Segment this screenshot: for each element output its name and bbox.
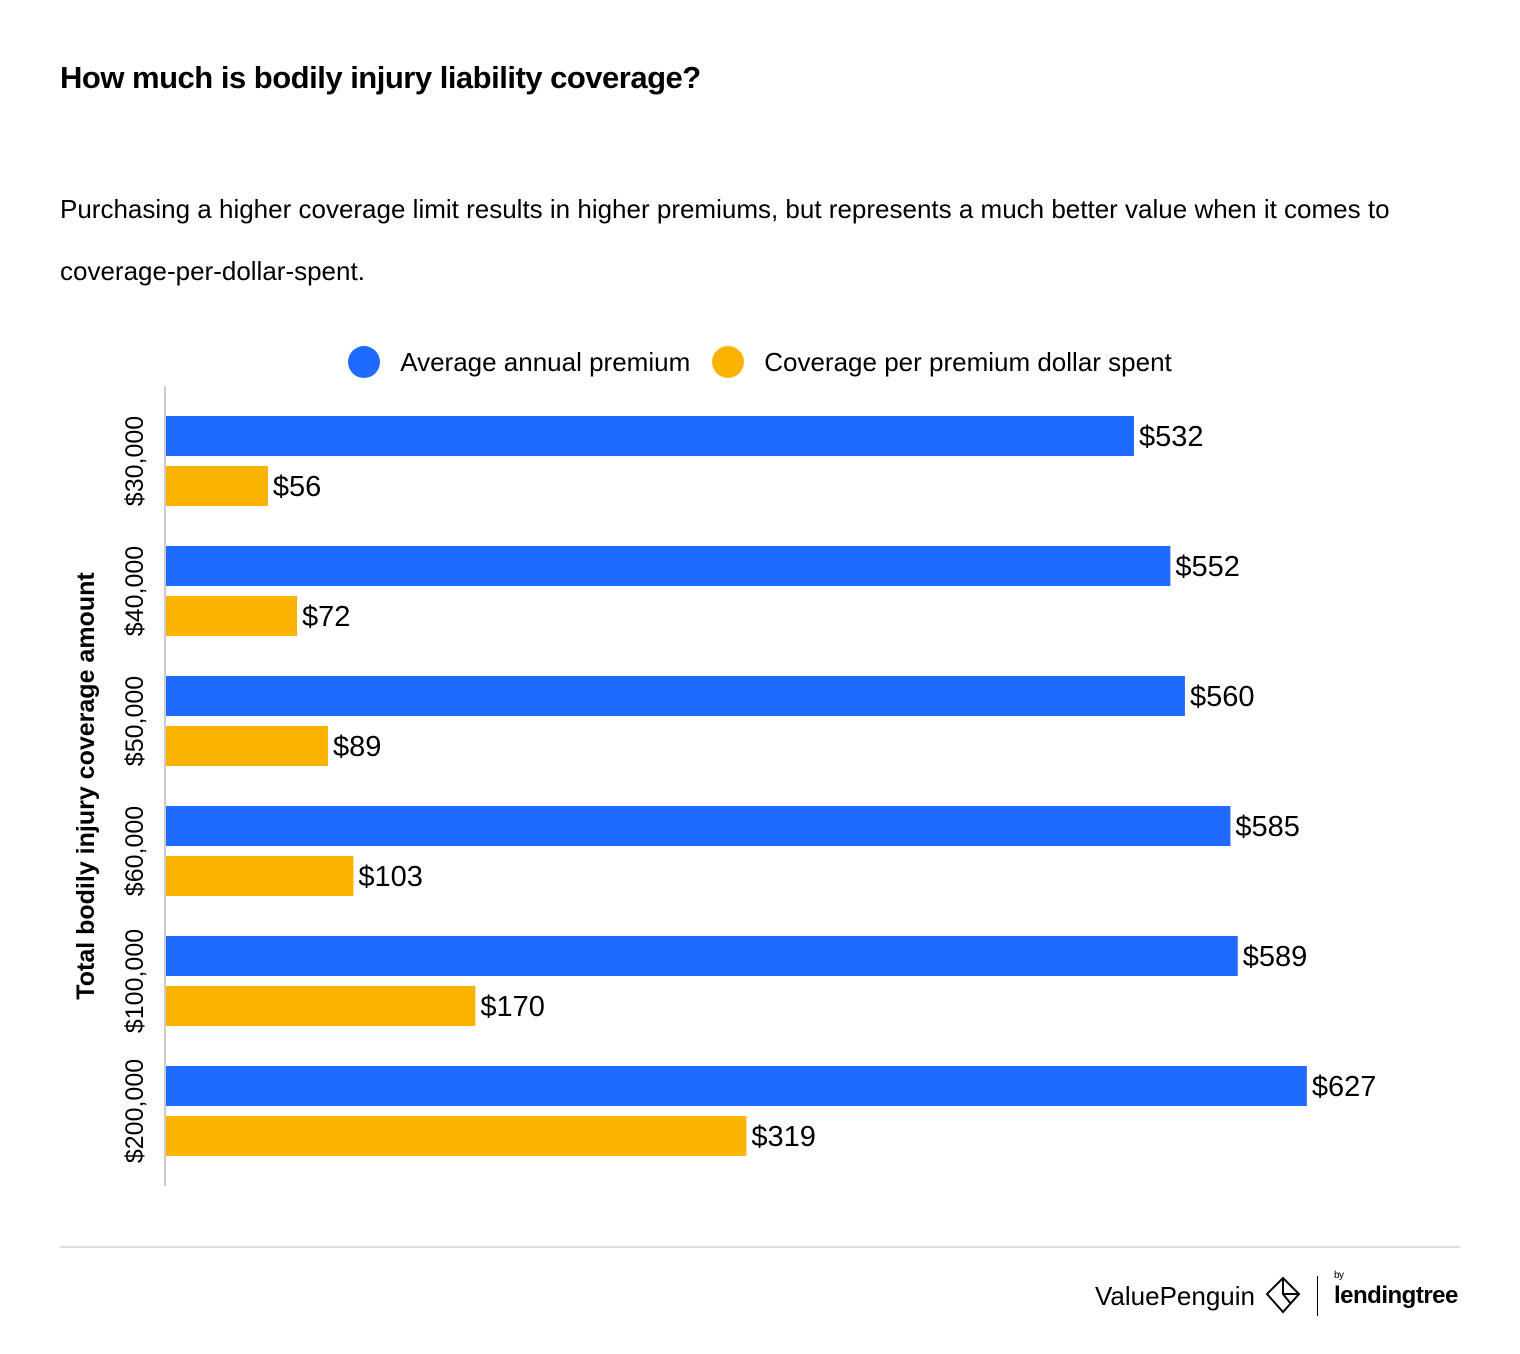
bar-coverage bbox=[166, 856, 354, 896]
bar-premium bbox=[166, 676, 1185, 716]
logo-divider bbox=[1317, 1276, 1318, 1316]
legend-label: Average annual premium bbox=[400, 346, 691, 377]
bar-premium bbox=[166, 546, 1171, 586]
legend-swatch-yellow bbox=[712, 346, 745, 378]
valuepenguin-logo-text: ValuePenguin bbox=[1095, 1280, 1255, 1311]
bar-premium bbox=[166, 806, 1231, 846]
data-label: $560 bbox=[1190, 681, 1255, 713]
bar-coverage bbox=[166, 1116, 747, 1156]
category-label: $40,000 bbox=[121, 546, 149, 636]
bar-premium bbox=[166, 1066, 1307, 1106]
lendingtree-text: lendingtree bbox=[1334, 1282, 1458, 1309]
data-label: $532 bbox=[1139, 421, 1204, 453]
data-label: $319 bbox=[751, 1121, 816, 1153]
data-label: $552 bbox=[1175, 551, 1240, 583]
data-label: $585 bbox=[1235, 811, 1300, 843]
category-label: $50,000 bbox=[121, 676, 149, 766]
bar-premium bbox=[166, 416, 1134, 456]
bar-premium bbox=[166, 936, 1238, 976]
y-axis-label: Total bodily injury coverage amount bbox=[72, 572, 100, 1000]
bar-coverage bbox=[166, 986, 476, 1026]
category-label: $30,000 bbox=[121, 416, 149, 506]
chart-title: How much is bodily injury liability cove… bbox=[60, 60, 701, 95]
valuepenguin-diamond-icon bbox=[1265, 1276, 1301, 1314]
category-label: $100,000 bbox=[121, 929, 149, 1033]
data-label: $103 bbox=[358, 861, 423, 893]
data-label: $72 bbox=[302, 601, 350, 633]
data-label: $170 bbox=[480, 991, 545, 1023]
legend: Average annual premium Coverage per prem… bbox=[0, 346, 1520, 378]
category-label: $200,000 bbox=[121, 1059, 149, 1163]
category-label: $60,000 bbox=[121, 806, 149, 896]
legend-swatch-blue bbox=[348, 346, 381, 378]
bar-coverage bbox=[166, 466, 268, 506]
legend-item-coverage: Coverage per premium dollar spent bbox=[712, 346, 1172, 378]
footer-divider bbox=[60, 1246, 1460, 1248]
by-text: by bbox=[1334, 1270, 1344, 1281]
legend-item-premium: Average annual premium bbox=[348, 346, 690, 378]
chart-subtitle: Purchasing a higher coverage limit resul… bbox=[60, 194, 1390, 286]
data-label: $89 bbox=[333, 731, 381, 763]
data-label: $56 bbox=[273, 471, 321, 503]
data-label: $589 bbox=[1243, 941, 1308, 973]
lendingtree-logo: by lendingtree bbox=[1334, 1270, 1458, 1310]
bar-coverage bbox=[166, 596, 298, 636]
legend-label: Coverage per premium dollar spent bbox=[764, 346, 1172, 377]
logo: ValuePenguin by lendingtree bbox=[1095, 1270, 1458, 1316]
bar-coverage bbox=[166, 726, 328, 766]
data-label: $627 bbox=[1312, 1071, 1377, 1103]
